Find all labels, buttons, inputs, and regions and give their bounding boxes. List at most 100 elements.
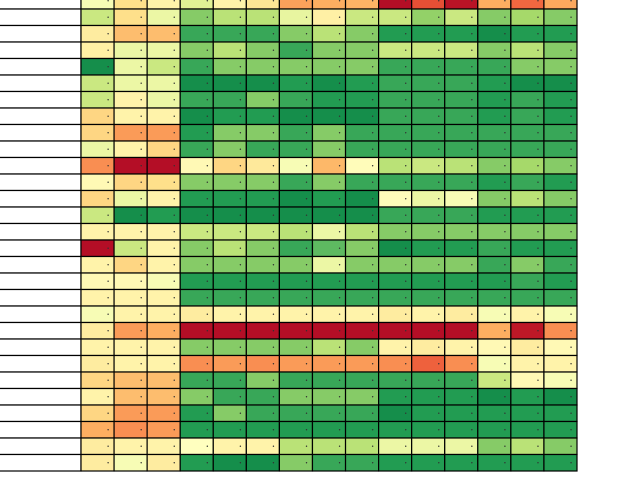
heatmap-cell: [278, 371, 314, 390]
heatmap-cell: [378, 255, 413, 274]
heatmap-cell: [311, 255, 347, 274]
heatmap-cell: [344, 24, 380, 43]
cell-marker: [537, 148, 539, 150]
heatmap-cell: [80, 24, 115, 43]
cell-marker: [338, 429, 341, 431]
row-label-cell: [0, 453, 82, 472]
cell-marker: [272, 99, 275, 101]
heatmap-cell: [113, 222, 148, 241]
heatmap-cell: [543, 107, 578, 126]
cell-marker: [140, 445, 142, 447]
heatmap-cell: [477, 437, 512, 456]
cell-marker: [570, 231, 572, 233]
heatmap-cell: [378, 90, 413, 109]
cell-marker: [570, 66, 572, 68]
heatmap-cell: [411, 321, 446, 340]
heatmap-cell: [543, 387, 578, 406]
cell-marker: [239, 330, 242, 332]
cell-marker: [570, 379, 572, 381]
heatmap-cell: [113, 107, 148, 126]
cell-marker: [107, 231, 109, 233]
cell-marker: [471, 148, 473, 150]
cell-marker: [338, 214, 341, 216]
cell-marker: [570, 297, 572, 299]
cell-marker: [371, 429, 374, 431]
heatmap-cell: [113, 189, 148, 208]
heatmap-cell: [212, 288, 247, 307]
heatmap-cell: [543, 90, 578, 109]
cell-marker: [570, 99, 572, 101]
heatmap-cell: [146, 24, 181, 43]
cell-marker: [471, 297, 473, 299]
cell-marker: [570, 396, 572, 398]
heatmap-cell: [344, 206, 380, 225]
cell-marker: [504, 99, 506, 101]
heatmap-cell: [146, 123, 181, 142]
heatmap-cell: [543, 74, 578, 93]
heatmap-cell: [411, 24, 446, 43]
cell-marker: [107, 49, 109, 51]
heatmap-cell: [311, 107, 347, 126]
cell-marker: [504, 313, 506, 315]
cell-marker: [272, 313, 275, 315]
heatmap-cell: [444, 189, 479, 208]
cell-marker: [206, 280, 209, 282]
cell-marker: [206, 297, 209, 299]
cell-marker: [504, 379, 506, 381]
cell-marker: [272, 33, 275, 35]
cell-marker: [537, 198, 539, 200]
cell-marker: [107, 396, 109, 398]
heatmap-cell: [179, 321, 214, 340]
heatmap-cell: [411, 239, 446, 258]
heatmap-cell: [179, 354, 214, 373]
heatmap-cell: [510, 371, 545, 390]
cell-marker: [504, 231, 506, 233]
cell-marker: [504, 165, 506, 167]
heatmap-cell: [146, 57, 181, 76]
heatmap-cell: [245, 8, 280, 27]
cell-marker: [173, 231, 175, 233]
heatmap-cell: [311, 354, 347, 373]
cell-marker: [405, 132, 407, 134]
heatmap-cell: [212, 321, 247, 340]
row-label-cell: [0, 41, 82, 60]
cell-marker: [471, 214, 473, 216]
cell-marker: [537, 231, 539, 233]
heatmap-cell: [278, 222, 314, 241]
heatmap-cell: [411, 57, 446, 76]
heatmap-cell: [80, 420, 115, 439]
heatmap-cell: [477, 156, 512, 175]
heatmap-cell: [411, 8, 446, 27]
cell-marker: [239, 462, 242, 464]
heatmap-cell: [344, 321, 380, 340]
heatmap-cell: [113, 41, 148, 60]
heatmap-cell: [80, 156, 115, 175]
heatmap-cell: [444, 57, 479, 76]
heatmap-cell: [378, 404, 413, 423]
cell-marker: [504, 148, 506, 150]
cell-marker: [338, 82, 341, 84]
cell-marker: [338, 198, 341, 200]
heatmap-cell: [80, 90, 115, 109]
cell-marker: [438, 198, 440, 200]
cell-marker: [107, 412, 109, 414]
cell-marker: [206, 49, 209, 51]
heatmap-cell: [245, 387, 280, 406]
heatmap-cell: [444, 206, 479, 225]
heatmap-cell: [212, 222, 247, 241]
cell-marker: [405, 429, 407, 431]
cell-marker: [272, 132, 275, 134]
heatmap-cell: [378, 354, 413, 373]
heatmap-cell: [311, 24, 347, 43]
cell-marker: [405, 181, 407, 183]
heatmap-cell: [146, 453, 181, 472]
cell-marker: [405, 198, 407, 200]
cell-marker: [371, 0, 374, 2]
heatmap-cell: [543, 222, 578, 241]
cell-marker: [405, 99, 407, 101]
cell-marker: [438, 412, 440, 414]
cell-marker: [107, 0, 109, 2]
heatmap-cell: [311, 288, 347, 307]
cell-marker: [438, 132, 440, 134]
heatmap-cell: [80, 239, 115, 258]
